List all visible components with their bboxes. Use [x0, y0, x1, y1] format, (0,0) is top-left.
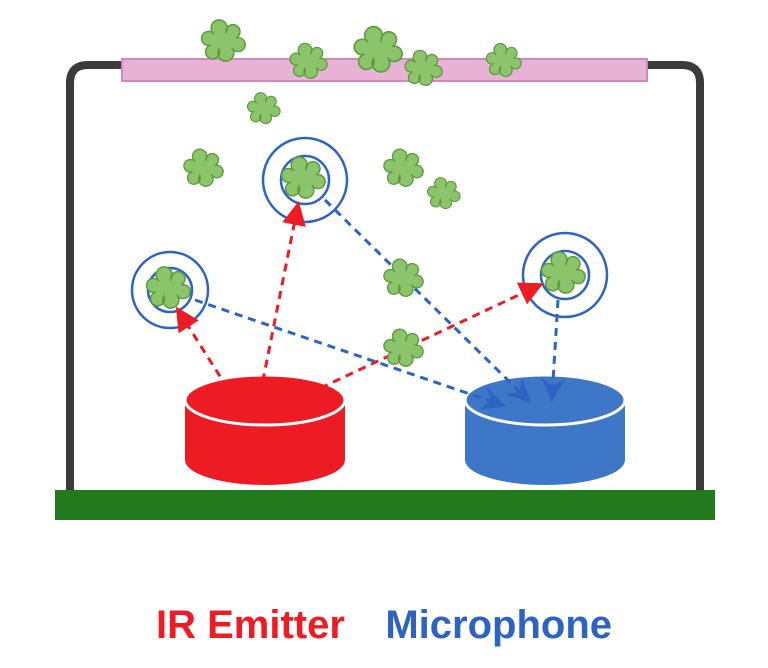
emitter-label: IR Emitter: [156, 603, 345, 648]
microphone: [465, 375, 625, 485]
ir-emitter: [185, 375, 345, 485]
chamber-base: [55, 490, 715, 520]
legend: IR Emitter Microphone: [0, 603, 768, 648]
microphone-label: Microphone: [385, 603, 612, 648]
diagram-svg: [0, 0, 768, 668]
sensor-diagram: IR Emitter Microphone: [0, 0, 768, 668]
